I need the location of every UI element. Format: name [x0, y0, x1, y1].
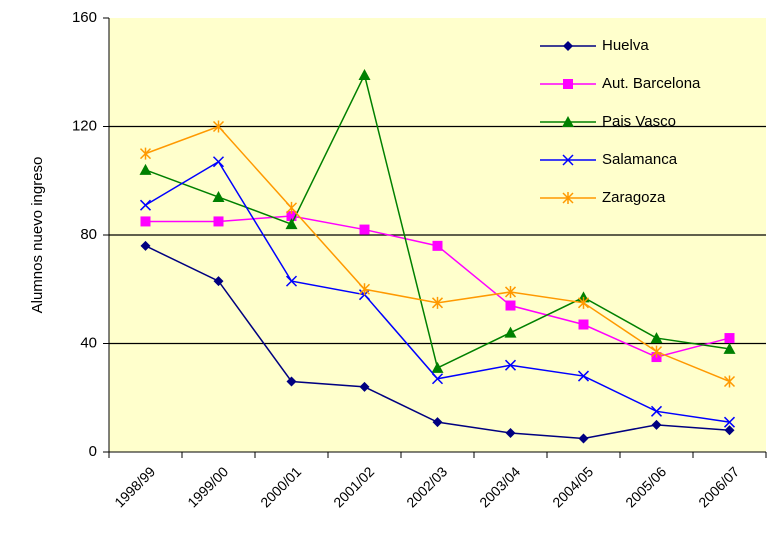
y-tick-label: 120 [72, 117, 97, 134]
x-tick-label: 2003/04 [476, 463, 523, 510]
marker [139, 147, 152, 160]
marker [650, 345, 663, 358]
marker [213, 216, 224, 227]
marker [724, 425, 735, 436]
marker [504, 359, 517, 371]
legend: Huelva Aut. Barcelona Pais Vasco Salamanca Z… [540, 37, 701, 206]
marker [358, 68, 371, 80]
marker [285, 201, 298, 214]
legend-label: Huelva [602, 37, 649, 54]
marker [431, 361, 444, 373]
x-tick-label: 2002/03 [403, 463, 450, 510]
marker [563, 41, 573, 51]
x-tick-label: 2006/07 [695, 463, 742, 510]
marker [578, 433, 589, 444]
x-tick-label: 2000/01 [257, 463, 304, 510]
marker [212, 156, 225, 168]
marker [563, 79, 573, 89]
marker [285, 218, 298, 230]
marker [723, 416, 736, 428]
marker [140, 216, 151, 227]
marker [140, 240, 151, 251]
x-tick-label: 2004/05 [549, 463, 596, 510]
marker [723, 342, 736, 354]
marker [139, 163, 152, 175]
marker [562, 154, 574, 166]
marker [504, 285, 517, 298]
x-tick-label: 1998/99 [111, 463, 158, 510]
y-axis-label: Alumnos nuevo ingreso [29, 157, 46, 314]
marker [139, 199, 152, 211]
marker [505, 428, 516, 439]
marker [562, 192, 574, 204]
marker [723, 375, 736, 388]
y-tick-label: 160 [72, 9, 97, 26]
x-tick-label: 2005/06 [622, 463, 669, 510]
y-tick-label: 40 [80, 334, 97, 351]
y-tick-label: 0 [89, 443, 97, 460]
marker [504, 326, 517, 338]
marker [212, 191, 225, 203]
marker [358, 283, 371, 296]
marker [432, 417, 443, 428]
marker [213, 276, 224, 287]
y-tick-label: 80 [80, 226, 97, 243]
marker [651, 419, 662, 430]
marker [212, 120, 225, 133]
marker [359, 381, 370, 392]
marker [650, 332, 663, 344]
x-tick-label: 1999/00 [184, 463, 231, 510]
x-tick-label: 2001/02 [330, 463, 377, 510]
marker [431, 373, 444, 385]
marker [359, 224, 370, 235]
marker [650, 405, 663, 417]
legend-label: Pais Vasco [602, 113, 676, 130]
marker [578, 319, 589, 330]
marker [286, 211, 297, 222]
marker [432, 240, 443, 251]
marker [285, 275, 298, 287]
marker [562, 116, 574, 127]
legend-label: Salamanca [602, 151, 678, 168]
legend-label: Aut. Barcelona [602, 75, 701, 92]
marker [505, 300, 516, 311]
legend-label: Zaragoza [602, 189, 666, 206]
marker [431, 296, 444, 309]
marker [724, 333, 735, 344]
marker [577, 296, 590, 309]
marker [286, 376, 297, 387]
marker [577, 370, 590, 382]
